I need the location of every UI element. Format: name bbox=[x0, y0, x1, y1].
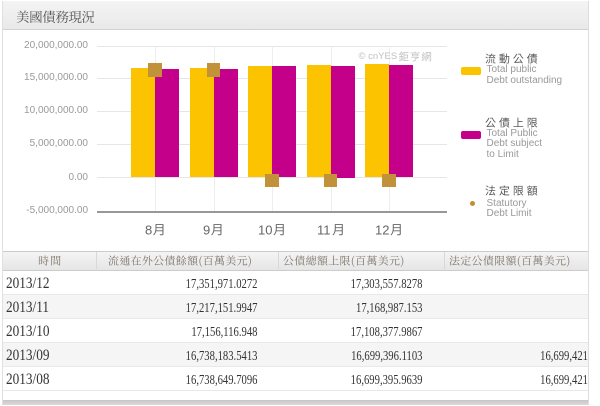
svg-text:© cnYES: © cnYES bbox=[359, 51, 398, 62]
svg-text:11: 11 bbox=[317, 222, 331, 237]
svg-text:8: 8 bbox=[145, 222, 152, 237]
svg-text:9: 9 bbox=[203, 222, 210, 237]
svg-text:12: 12 bbox=[375, 222, 389, 237]
svg-text:10: 10 bbox=[258, 222, 272, 237]
